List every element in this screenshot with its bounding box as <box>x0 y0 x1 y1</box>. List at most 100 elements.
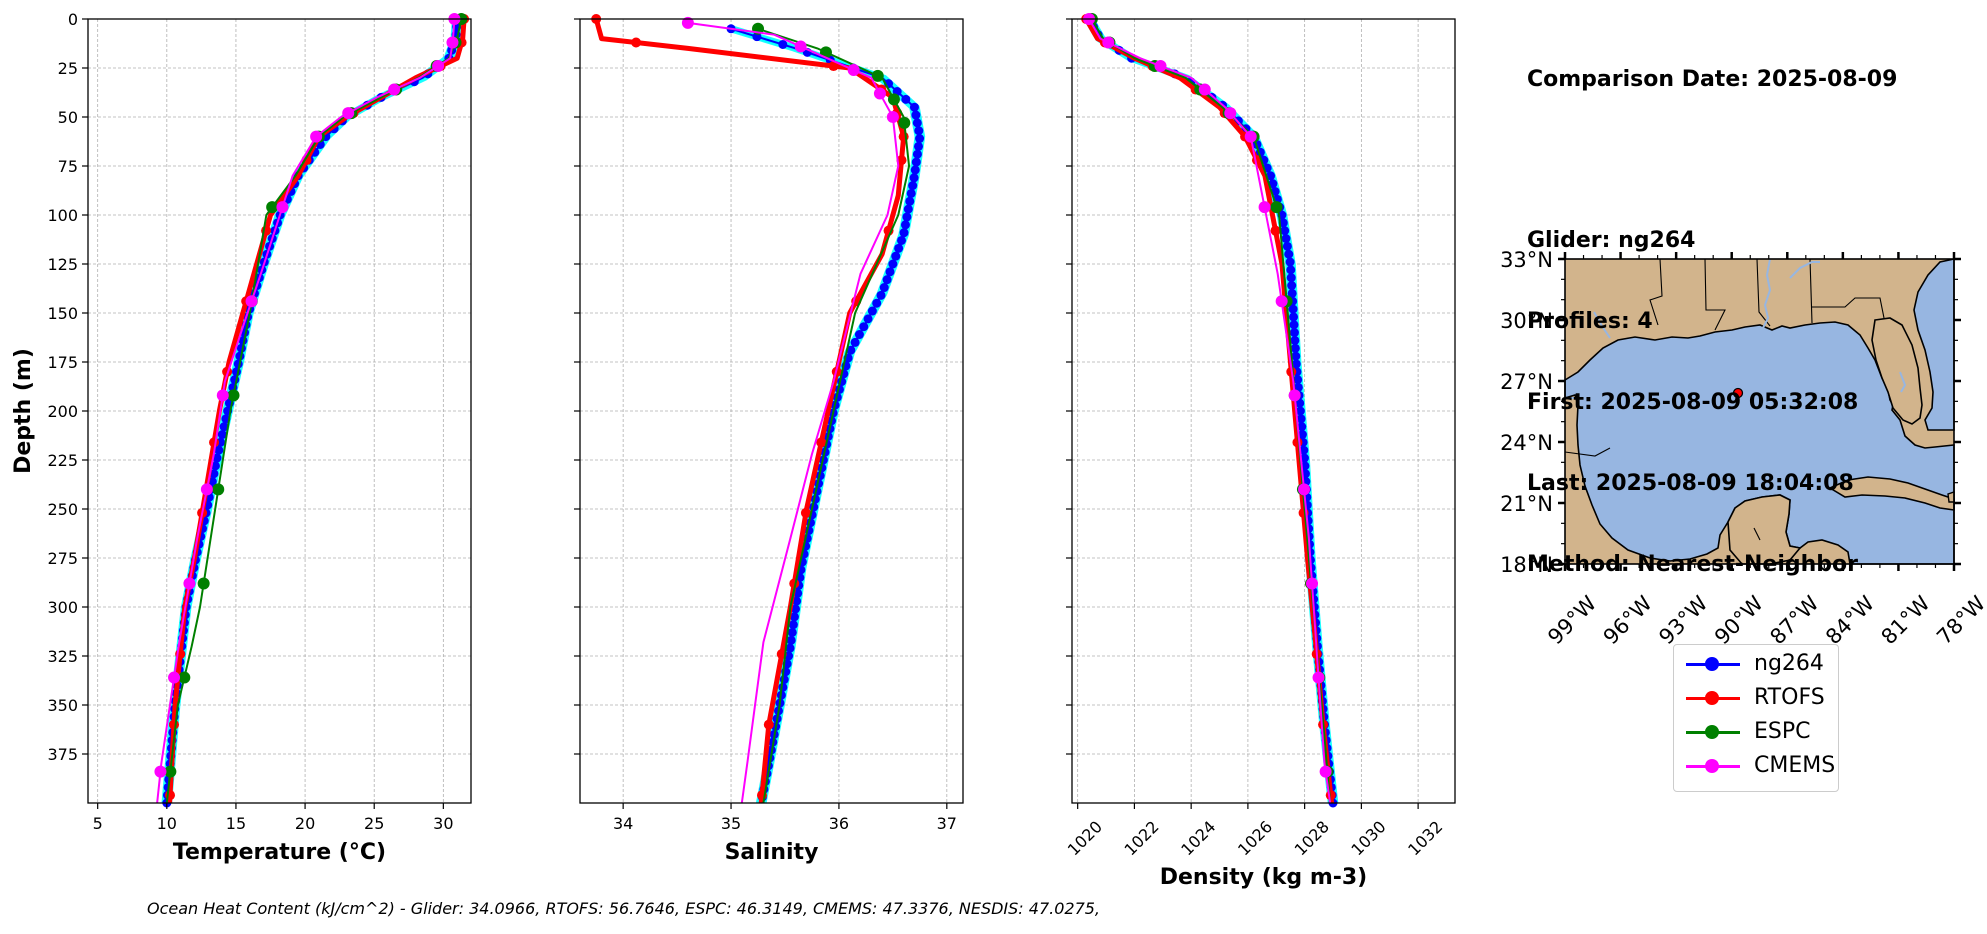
data-point-ng264 <box>909 173 919 183</box>
y-tick-label: 100 <box>47 206 78 225</box>
data-point-cmems <box>310 130 323 143</box>
data-point-cmems <box>873 87 886 100</box>
map-latitude-label: 21°N <box>1500 492 1553 516</box>
data-point-ng264 <box>854 330 864 340</box>
y-axis-label: Depth (m) <box>11 348 36 474</box>
data-point-ng264 <box>789 612 799 622</box>
data-point-ng264 <box>1289 328 1299 338</box>
data-point-cmems <box>432 60 445 73</box>
method-text: Method: Nearest-Neighbor <box>1527 552 1858 577</box>
data-point-ng264 <box>210 461 220 471</box>
data-point-rtofs <box>816 437 827 448</box>
data-point-ng264 <box>850 337 860 347</box>
legend-marker-espc <box>1705 725 1719 739</box>
x-tick-label: 25 <box>364 814 384 833</box>
y-tick-label: 25 <box>58 59 78 78</box>
data-point-espc <box>227 389 240 402</box>
legend: ng264 RTOFS ESPC CMEMS <box>1673 644 1839 792</box>
data-point-cmems <box>886 111 899 123</box>
data-point-ng264 <box>899 228 909 238</box>
data-point-rtofs <box>169 719 180 730</box>
data-point-cmems <box>446 36 459 49</box>
data-point-cmems <box>200 483 213 496</box>
data-point-ng264 <box>906 188 916 198</box>
comparison-date-text: Comparison Date: 2025-08-09 <box>1527 67 1898 92</box>
series-rtofs <box>591 14 909 804</box>
grid-lines <box>88 18 471 803</box>
data-point-ng264 <box>212 453 222 463</box>
legend-label-cmems: CMEMS <box>1754 753 1836 778</box>
x-tick-label: 35 <box>721 814 741 833</box>
first-profile-time-text: First: 2025-08-09 05:32:08 <box>1527 390 1859 415</box>
data-point-ng264 <box>905 196 915 206</box>
glider-location-map: 99°W96°W93°W90°W87°W84°W81°W78°W33°N30°N… <box>1500 248 1987 649</box>
data-point-ng264 <box>894 243 904 253</box>
data-point-ng264 <box>900 220 910 230</box>
data-point-ng264 <box>903 204 913 214</box>
data-point-ng264 <box>1287 288 1297 298</box>
data-point-cmems <box>342 107 355 120</box>
data-point-cmems <box>1154 60 1167 73</box>
data-point-ng264 <box>909 102 919 112</box>
data-point-ng264 <box>1289 312 1299 322</box>
data-point-ng264 <box>1297 422 1307 432</box>
data-point-espc <box>212 483 225 496</box>
data-point-ng264 <box>867 306 877 316</box>
ocean-heat-content-footer: Ocean Heat Content (kJ/cm^2) - Glider: 3… <box>0 899 1987 918</box>
data-point-ng264 <box>859 322 869 332</box>
state-borders <box>1564 258 1885 541</box>
data-point-ng264 <box>908 181 918 191</box>
x-tick-label: 5 <box>93 814 103 833</box>
hispaniola-island <box>1947 491 1955 503</box>
data-point-ng264 <box>1295 406 1305 416</box>
y-tick-label: 125 <box>47 255 78 274</box>
data-point-ng264 <box>1288 304 1298 314</box>
map-latitude-label: 33°N <box>1500 248 1553 272</box>
data-point-cmems <box>1298 483 1311 496</box>
data-point-ng264 <box>911 157 921 167</box>
x-tick-label: 1032 <box>1404 817 1446 859</box>
comparison-info-block: Comparison Date: 2025-08-09 Glider: ng26… <box>1527 12 1897 605</box>
data-point-ng264 <box>915 134 925 144</box>
data-point-rtofs <box>828 61 839 72</box>
legend-item-ng264: ng264 <box>1682 650 1832 678</box>
data-point-ng264 <box>902 212 912 222</box>
data-point-cmems <box>276 201 289 214</box>
x-tick-label: 37 <box>937 814 957 833</box>
map-latitude-label: 24°N <box>1500 431 1553 455</box>
x-tick-label: 20 <box>295 814 315 833</box>
map-longitude-label: 78°W <box>1932 591 1987 649</box>
data-point-espc <box>197 577 210 590</box>
data-point-cmems <box>1244 130 1257 143</box>
y-tick-label: 175 <box>47 353 78 372</box>
y-tick-label: 375 <box>47 745 78 764</box>
data-point-cmems <box>847 63 860 76</box>
data-point-ng264 <box>219 422 229 432</box>
data-point-ng264 <box>1291 351 1301 361</box>
y-tick-label: 300 <box>47 598 78 617</box>
x-tick-label: 1030 <box>1347 817 1389 859</box>
data-point-ng264 <box>911 110 921 120</box>
data-point-cmems <box>1258 201 1271 214</box>
data-point-rtofs <box>209 437 220 448</box>
data-point-cmems <box>183 577 196 590</box>
legend-label-rtofs: RTOFS <box>1754 685 1825 710</box>
atlantic-water <box>1913 258 1955 431</box>
data-point-ng264 <box>1297 430 1307 440</box>
x-tick-label: 1028 <box>1291 817 1333 859</box>
map-frame <box>1564 258 1955 565</box>
data-point-ng264 <box>1299 453 1309 463</box>
data-point-ng264 <box>872 298 882 308</box>
data-point-rtofs <box>800 507 811 518</box>
data-point-cmems <box>216 389 229 402</box>
data-point-cmems <box>1275 295 1288 308</box>
data-point-ng264 <box>1287 281 1297 291</box>
data-point-ng264 <box>901 94 911 104</box>
footer-text: Ocean Heat Content (kJ/cm^2) - Glider: 3… <box>146 899 1101 918</box>
data-point-rtofs <box>1270 225 1281 236</box>
data-point-ng264 <box>1289 320 1299 330</box>
data-point-ng264 <box>1281 234 1291 244</box>
florida-peninsula <box>1871 317 1923 425</box>
x-axis-label: Temperature (°C) <box>173 840 386 865</box>
y-tick-label: 250 <box>47 500 78 519</box>
